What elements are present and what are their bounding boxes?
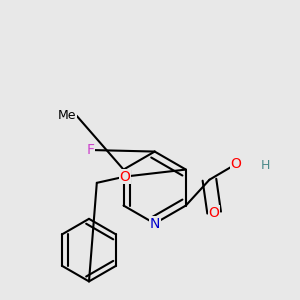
Text: F: F [87, 143, 94, 157]
Text: N: N [149, 217, 160, 230]
Text: O: O [209, 206, 220, 220]
Text: Me: Me [58, 109, 76, 122]
Text: O: O [231, 157, 242, 171]
Text: H: H [261, 159, 270, 172]
Text: O: O [119, 169, 130, 184]
